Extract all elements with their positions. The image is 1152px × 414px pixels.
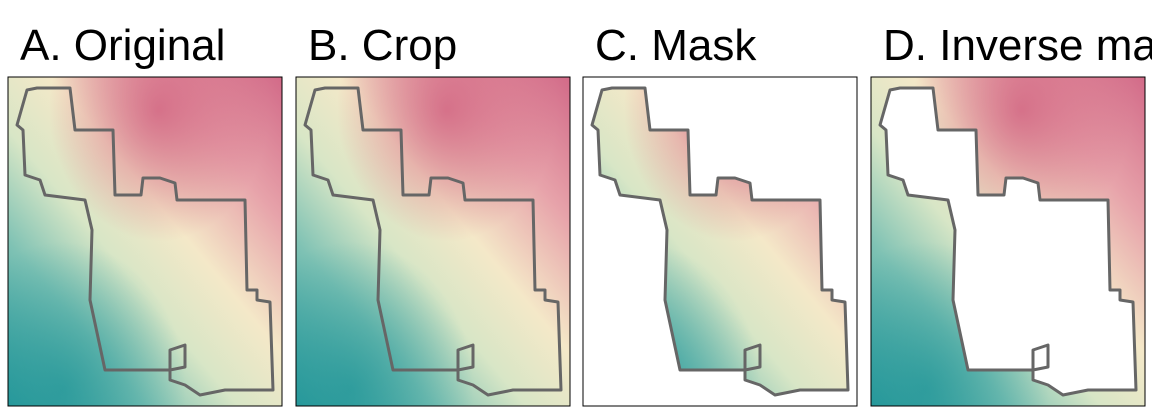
panel-title: A. Original [20, 21, 225, 70]
masked-area [880, 88, 1136, 395]
terrain-valley [296, 77, 570, 406]
boundary [303, 86, 563, 397]
panel-title: B. Crop [308, 21, 457, 70]
boundary [590, 86, 850, 397]
map-panel [870, 76, 1146, 407]
panel-border [870, 76, 1146, 407]
map-panel [7, 76, 283, 407]
terrain-valley [8, 77, 282, 406]
panel-title: C. Mask [595, 21, 757, 70]
panel-border [7, 76, 283, 407]
boundary [15, 86, 275, 397]
panel-border [295, 76, 571, 407]
boundary [878, 86, 1138, 397]
panel-title: D. Inverse mask [883, 21, 1152, 70]
map-panel [295, 76, 571, 407]
panel-border [582, 76, 858, 407]
map-panel [582, 76, 858, 407]
